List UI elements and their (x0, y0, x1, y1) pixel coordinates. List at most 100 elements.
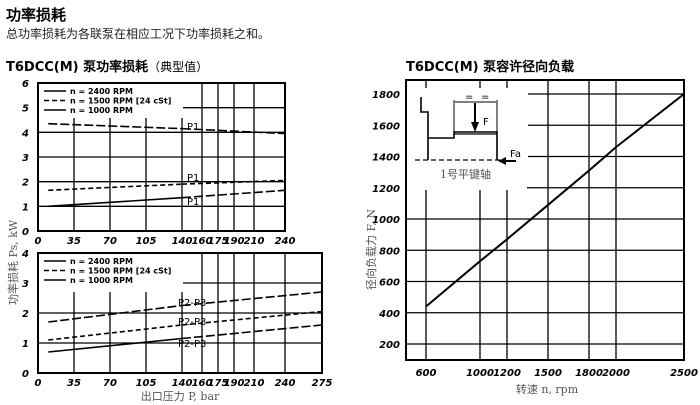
force-label: F (483, 117, 489, 128)
legend-label: n = 2400 RPM (70, 87, 133, 96)
dim-equal-label: = (481, 92, 489, 103)
x-tick-label: 210 (244, 378, 265, 389)
axial-arrow-head (498, 157, 506, 165)
y-tick-label: 5 (22, 104, 29, 115)
x-tick-label: 1200 (493, 368, 521, 379)
y-tick-label: 2 (22, 178, 29, 189)
x-tick-label: 240 (275, 378, 296, 389)
x-tick-label: 210 (244, 236, 265, 247)
x-tick-label: 70 (103, 378, 117, 389)
plot-frame (405, 79, 685, 361)
series-line (48, 304, 183, 323)
radial-load-line (425, 93, 685, 308)
x-tick-label: 275 (312, 378, 333, 389)
legend-label: n = 1000 RPM (70, 106, 133, 115)
shaft-type-label: 1号平键轴 (440, 167, 491, 181)
series-label: P2-P3 (178, 339, 206, 350)
series-label: P1 (187, 197, 199, 208)
left-chart-title: T6DCC(M) 泵功率损耗（典型值） (6, 56, 208, 75)
x-tick-label: 240 (275, 236, 296, 247)
y-tick-label: 0 (22, 227, 29, 238)
series-line (48, 337, 183, 353)
section-description: 总功率损耗为各联泵在相应工况下功率损耗之和。 (6, 27, 271, 41)
left-title-main: T6DCC(M) 泵功率损耗 (6, 60, 149, 75)
legend-label: n = 1500 RPM [24 cSt] (70, 97, 171, 106)
legend-label: n = 2400 RPM (70, 257, 133, 266)
y-tick-label: 600 (379, 278, 400, 289)
series-line (48, 196, 183, 208)
force-arrow-head (471, 122, 479, 132)
series-label: P1 (187, 122, 199, 133)
x-tick-label: 1500 (534, 368, 562, 379)
legend-label: n = 1500 RPM [24 cSt] (70, 267, 171, 276)
x-tick-label: 35 (67, 236, 81, 247)
series-label: P2-P3 (178, 298, 206, 309)
series-label: P2-P3 (178, 317, 206, 328)
x-tick-label: 105 (136, 236, 157, 247)
series-line (181, 189, 286, 199)
series-0 (48, 291, 323, 323)
x-tick-label: 70 (103, 236, 117, 247)
series-label: P1 (187, 173, 199, 184)
series-2 (48, 189, 286, 208)
x-tick-label: 190 (224, 236, 245, 247)
y-tick-label: 200 (379, 340, 400, 351)
series-line (48, 324, 183, 341)
y-tick-label: 1 (22, 202, 29, 213)
x-tick-label: 190 (224, 378, 245, 389)
section-title: 功率损耗 (6, 6, 67, 24)
left-x-axis-label: 出口压力 P, bar (141, 389, 220, 403)
series-line (48, 122, 183, 130)
y-tick-label: 6 (22, 79, 29, 90)
series-1 (48, 179, 286, 192)
y-tick-label: 400 (378, 309, 400, 320)
series-line (181, 179, 286, 185)
right-x-axis-label: 转速 n, rpm (516, 382, 579, 396)
y-tick-label: 1800 (372, 90, 400, 101)
shaft-inset-diagram: = = F Fa 1号平键轴 (407, 92, 527, 190)
series-line (181, 127, 286, 135)
x-tick-label: 2500 (670, 368, 698, 379)
series-2 (48, 324, 323, 353)
series-0 (48, 122, 286, 135)
x-tick-label: 140 (172, 236, 193, 247)
x-tick-label: 0 (35, 378, 42, 389)
y-tick-label: 1 (22, 339, 29, 350)
x-tick-label: 175 (208, 378, 229, 389)
y-tick-label: 1400 (372, 153, 400, 164)
left-y-axis-label: 功率损耗 Ps, kW (6, 219, 20, 305)
y-tick-label: 4 (21, 249, 29, 260)
axial-force-label: Fa (510, 149, 521, 160)
y-tick-label: 1200 (372, 184, 400, 195)
y-tick-label: 2 (22, 309, 29, 320)
dim-equal-label: = (465, 92, 473, 103)
series-line (48, 183, 183, 192)
right-chart-title: T6DCC(M) 泵容许径向负载 (406, 60, 575, 75)
y-tick-label: 3 (22, 279, 29, 290)
x-tick-label: 1000 (466, 368, 494, 379)
x-tick-label: 105 (136, 378, 157, 389)
y-tick-label: 1600 (372, 121, 400, 132)
y-tick-label: 800 (379, 246, 400, 257)
shaft-outline (420, 97, 429, 160)
x-tick-label: 160 (192, 378, 213, 389)
x-tick-label: 1800 (575, 368, 603, 379)
y-tick-label: 3 (22, 153, 29, 164)
x-tick-label: 2000 (602, 368, 630, 379)
x-tick-label: 0 (35, 236, 42, 247)
x-tick-label: 175 (208, 236, 229, 247)
y-tick-label: 1000 (372, 215, 400, 226)
left-title-sub: （典型值） (148, 60, 209, 74)
y-tick-label: 0 (22, 369, 29, 380)
x-tick-label: 160 (192, 236, 213, 247)
x-tick-label: 600 (416, 368, 437, 379)
right-y-axis-label: 径向负载力 F, N (364, 209, 378, 290)
x-tick-label: 35 (67, 378, 81, 389)
x-tick-label: 140 (172, 378, 193, 389)
